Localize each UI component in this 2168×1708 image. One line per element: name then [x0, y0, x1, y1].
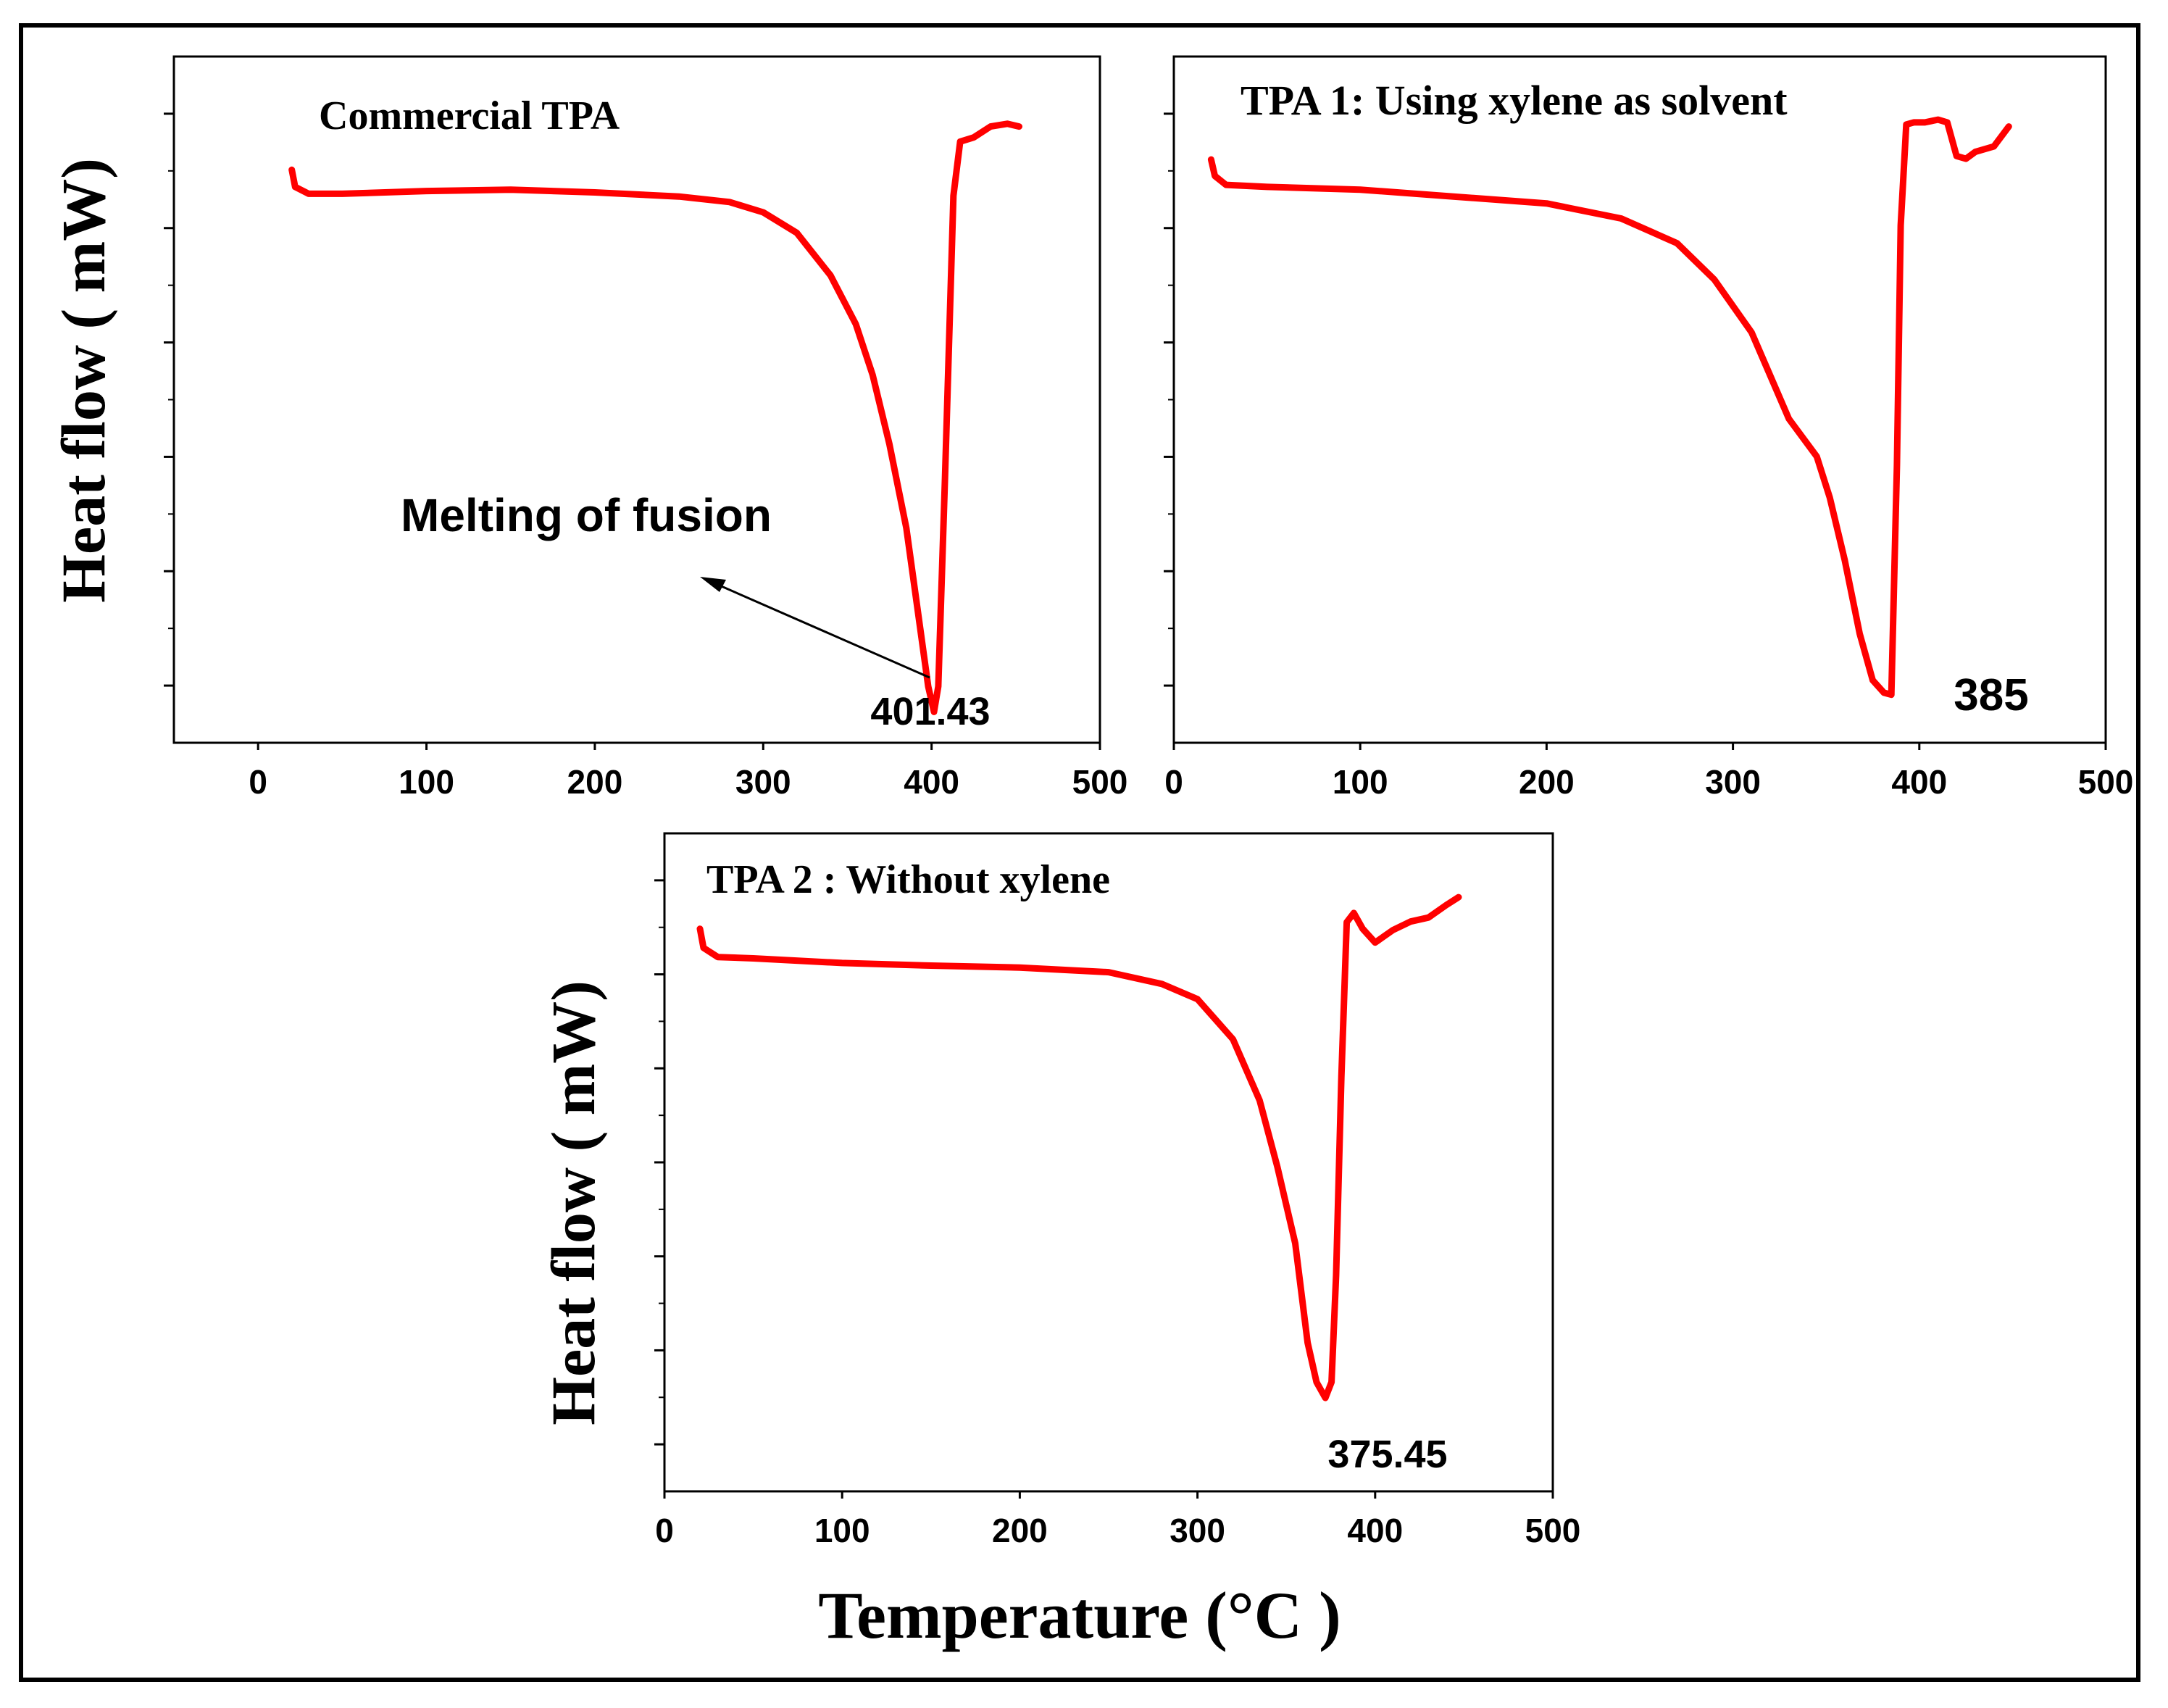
figure-frame — [19, 23, 2140, 1682]
y-axis-ticks — [164, 112, 174, 687]
annotation-melting-of-fusion: Melting of fusion — [401, 489, 772, 541]
x-tick-label: 300 — [735, 763, 791, 801]
x-tick-label: 0 — [249, 763, 267, 801]
x-tick-label: 200 — [567, 763, 623, 801]
x-tick-label: 500 — [1072, 763, 1128, 801]
panel-title: Commercial TPA — [319, 93, 620, 138]
x-tick-label: 300 — [1170, 1512, 1225, 1549]
x-axis: 0 100 200 300 400 500 — [249, 743, 1127, 801]
x-tick-label: 400 — [1891, 763, 1947, 801]
annotation-arrow — [700, 577, 930, 679]
x-axis: 0 100 200 300 400 500 — [1164, 743, 2133, 801]
x-tick-label: 300 — [1705, 763, 1761, 801]
x-tick-label: 0 — [655, 1512, 674, 1549]
series-line-tpa-1 — [1207, 116, 2012, 699]
panel-tpa1: 0 100 200 300 400 500 TPA 1: Using xylene as s… — [1164, 55, 2133, 801]
x-tick-label: 100 — [399, 763, 454, 801]
x-axis-title: Temperature (°C ) — [818, 1578, 1341, 1652]
x-tick-label: 400 — [904, 763, 959, 801]
panel-title: TPA 2 : Without xylene — [706, 857, 1110, 902]
x-tick-label: 200 — [992, 1512, 1048, 1549]
peak-label: 375.45 — [1327, 1433, 1447, 1476]
x-tick-label: 500 — [2078, 763, 2134, 801]
peak-label: 385 — [1954, 670, 2028, 720]
plot-area — [663, 832, 1554, 1493]
panel-title: TPA 1: Using xylene as solvent — [1241, 77, 1788, 124]
x-axis: 0 100 200 300 400 500 — [655, 1491, 1580, 1549]
series-line-tpa-2 — [696, 893, 1462, 1401]
x-tick-label: 500 — [1525, 1512, 1581, 1549]
series-line-commercial-tpa — [288, 120, 1022, 715]
x-tick-label: 200 — [1519, 763, 1575, 801]
x-tick-label: 400 — [1347, 1512, 1403, 1549]
peak-label: 401.43 — [870, 690, 990, 733]
y-axis-label-bottom: Heat flow ( mW) — [538, 980, 608, 1425]
x-tick-label: 0 — [1164, 763, 1183, 801]
panel-commercial-tpa: 0 100 200 300 400 500 Commercial TPA 401.43 — [164, 55, 1127, 801]
y-axis-ticks — [1164, 112, 1174, 687]
y-axis-ticks — [654, 879, 664, 1446]
panel-tpa2: 0 100 200 300 400 500 TPA 2 : Without xylene 37… — [654, 832, 1580, 1549]
x-tick-label: 100 — [1333, 763, 1388, 801]
y-axis-label-top: Heat flow ( mW) — [49, 158, 118, 603]
x-tick-label: 100 — [814, 1512, 870, 1549]
